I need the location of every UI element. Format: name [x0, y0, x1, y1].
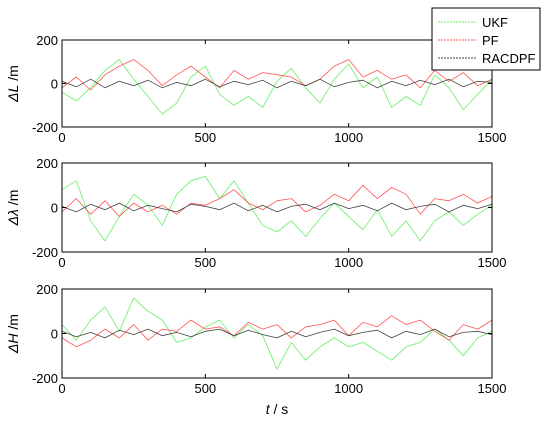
y-tick-label: 0: [51, 327, 58, 342]
y-axis-label-symbol: ΔH: [5, 333, 21, 354]
y-tick-label: 200: [36, 156, 58, 171]
y-tick-label: -200: [32, 120, 58, 135]
y-axis-label-unit: /m: [5, 65, 21, 84]
x-tick-label: 500: [194, 255, 216, 270]
series-line-racdpf: [61, 78, 493, 89]
series-line-pf: [61, 315, 493, 348]
x-tick-label: 1000: [334, 381, 363, 396]
series-line-pf: [61, 59, 493, 91]
y-axis-label-symbol: ΔL: [5, 85, 21, 103]
series-line-racdpf: [61, 328, 493, 339]
y-axis-label-symbol: Δλ: [5, 209, 21, 226]
x-tick-label: 500: [194, 381, 216, 396]
x-tick-label: 1000: [334, 255, 363, 270]
y-tick-label: 0: [51, 77, 58, 92]
x-tick-label: 500: [194, 130, 216, 145]
x-axis-label-symbol: t: [266, 401, 271, 417]
x-tick-label: 1000: [334, 130, 363, 145]
x-tick-label: 0: [58, 381, 65, 396]
y-tick-label: -200: [32, 371, 58, 386]
x-tick-label: 0: [58, 130, 65, 145]
series-line-ukf: [61, 297, 493, 370]
x-tick-label: 1500: [478, 381, 507, 396]
y-tick-label: 0: [51, 201, 58, 216]
legend: UKF PF RACDPF: [431, 7, 541, 71]
x-tick-label: 1500: [478, 130, 507, 145]
x-tick-label: 1500: [478, 255, 507, 270]
y-tick-label: 200: [36, 282, 58, 297]
y-axis-label: ΔL /m: [5, 65, 21, 103]
y-tick-label: 200: [36, 33, 58, 48]
y-axis-label-unit: /m: [5, 190, 21, 209]
x-axis-label: t / s: [266, 401, 289, 417]
series-line-ukf: [61, 59, 493, 115]
y-tick-label: -200: [32, 245, 58, 260]
axes-box: [61, 288, 493, 379]
x-axis-label-unit: / s: [270, 401, 289, 417]
legend-label-racdpf: RACDPF: [482, 51, 536, 66]
y-axis-label-unit: /m: [5, 314, 21, 333]
y-axis-label: Δλ /m: [5, 190, 21, 227]
series-line-ukf: [61, 175, 493, 242]
axes-box: [61, 162, 493, 253]
series-line-pf: [61, 184, 493, 217]
series-line-racdpf: [61, 202, 493, 213]
y-axis-label: ΔH /m: [5, 314, 21, 354]
legend-box: [431, 7, 541, 71]
legend-label-ukf: UKF: [482, 15, 508, 30]
x-tick-label: 0: [58, 255, 65, 270]
legend-label-pf: PF: [482, 33, 499, 48]
